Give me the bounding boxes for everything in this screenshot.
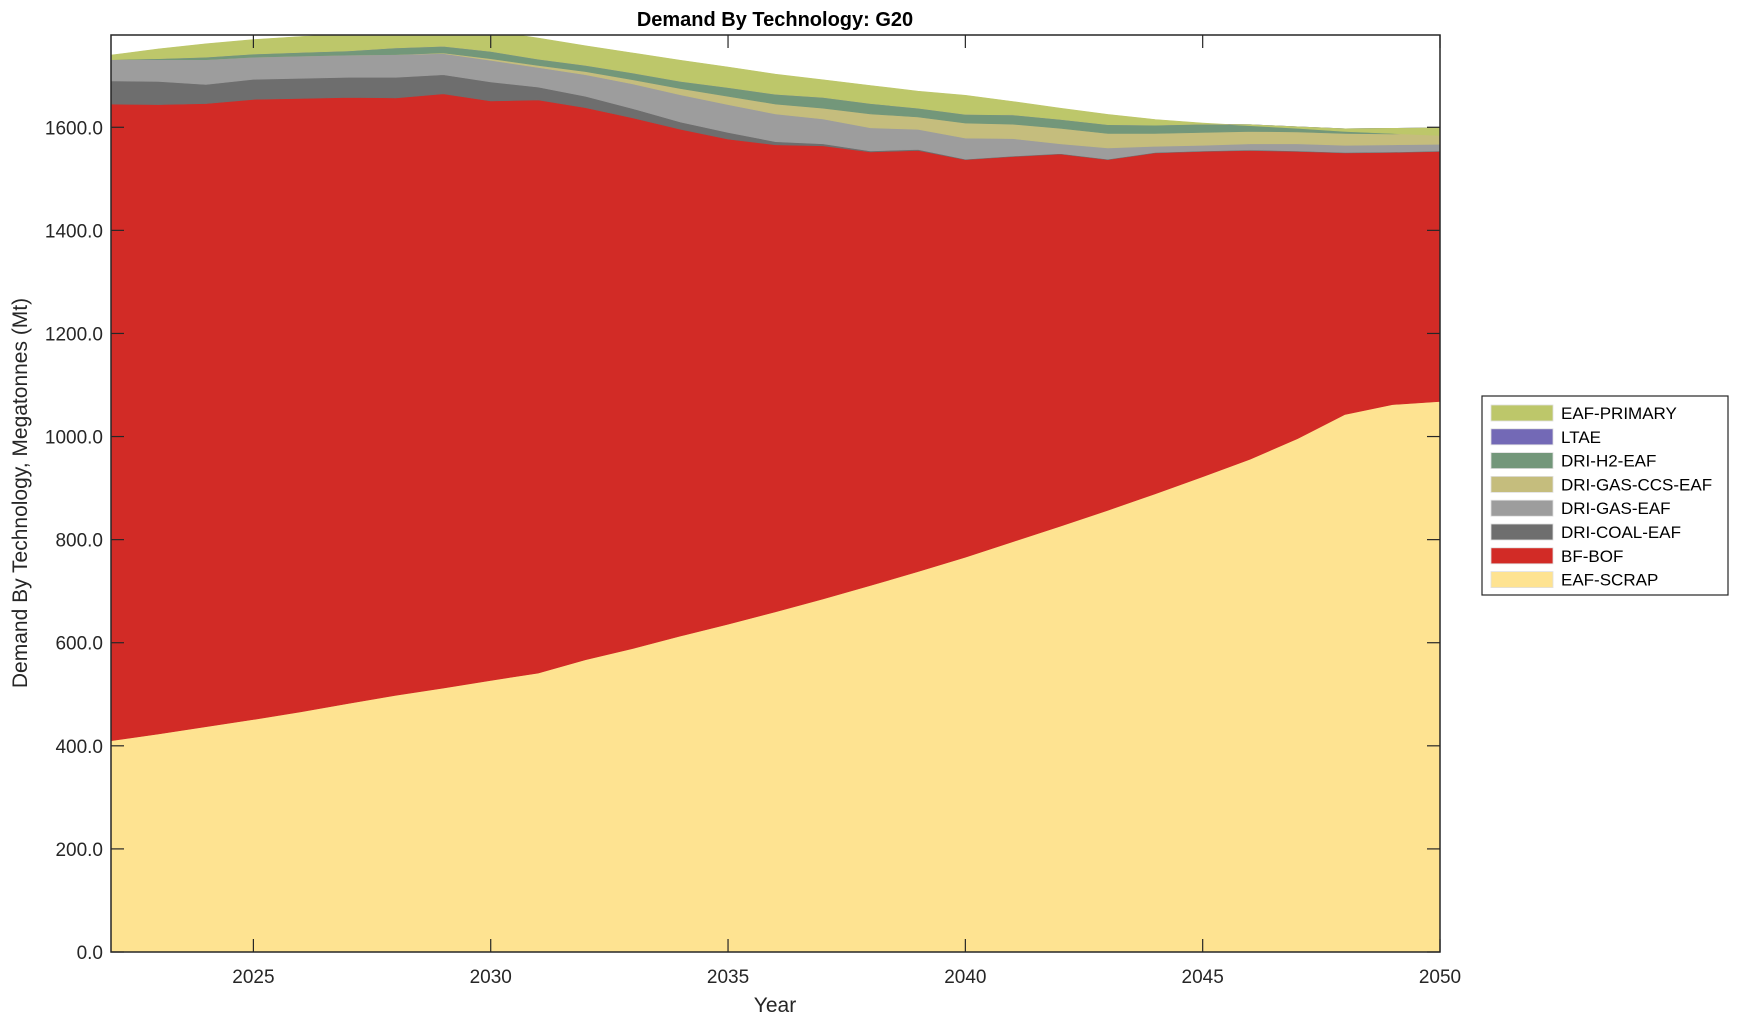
x-axis-title: Year: [754, 994, 796, 1017]
legend-swatch: [1490, 475, 1554, 493]
y-tick-label: 400.0: [55, 737, 103, 758]
legend-swatch: [1490, 547, 1554, 565]
legend-label: DRI-GAS-EAF: [1561, 499, 1671, 518]
x-tick-label: 2030: [470, 967, 512, 988]
legend-label: LTAE: [1561, 428, 1601, 447]
y-tick-label: 800.0: [55, 531, 103, 552]
legend: EAF-PRIMARY LTAE DRI-H2-EAF DRI-GAS-CCS-EAF…: [1481, 395, 1729, 596]
x-tick-label: 2035: [707, 967, 749, 988]
y-axis: 0.0 200.0 400.0 600.0 800.0 1000.0 1200.0 1400.…: [45, 118, 1440, 964]
legend-label: DRI-H2-EAF: [1561, 452, 1656, 471]
legend-swatch: [1490, 499, 1554, 517]
y-tick-label: 1400.0: [45, 221, 103, 242]
legend-label: DRI-GAS-CCS-EAF: [1561, 475, 1712, 494]
legend-label: BF-BOF: [1561, 547, 1623, 566]
legend-swatch: [1490, 404, 1554, 422]
y-tick-label: 0.0: [77, 943, 103, 964]
y-axis-title: Demand By Technology, Megatonnes (Mt): [9, 298, 32, 688]
y-tick-label: 600.0: [55, 634, 103, 655]
x-axis: 2025 2030 2035 2040 2045 2050: [232, 35, 1461, 988]
legend-swatch: [1490, 428, 1554, 446]
x-tick-label: 2045: [1182, 967, 1224, 988]
y-tick-label: 200.0: [55, 840, 103, 861]
y-tick-label: 1000.0: [45, 428, 103, 449]
legend-swatch: [1490, 523, 1554, 541]
x-tick-label: 2050: [1419, 967, 1461, 988]
chart-title: Demand By Technology: G20: [637, 9, 913, 31]
x-tick-label: 2025: [232, 967, 274, 988]
legend-label: EAF-SCRAP: [1561, 571, 1658, 590]
legend-label: EAF-PRIMARY: [1561, 404, 1677, 423]
y-tick-label: 1200.0: [45, 324, 103, 345]
area-layers: [111, 35, 1440, 952]
x-tick-label: 2040: [944, 967, 986, 988]
plot-frame: [110, 34, 1441, 953]
legend-swatch: [1490, 571, 1554, 588]
y-tick-label: 1600.0: [45, 118, 103, 139]
area-eaf-primary: [111, 35, 1440, 136]
legend-label: DRI-COAL-EAF: [1561, 523, 1681, 542]
legend-swatch: [1490, 452, 1554, 470]
